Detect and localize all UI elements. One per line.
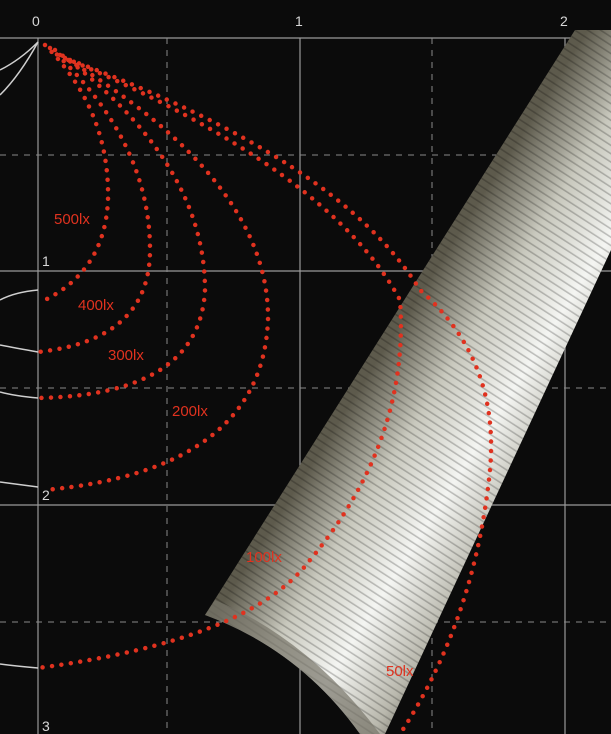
axis-labels: 0 1 2 1 2 3 [32, 13, 568, 734]
y-tick-label: 3 [42, 718, 50, 734]
x-tick-label: 1 [295, 13, 303, 29]
tube-ribs [205, 30, 611, 734]
isolux-label: 400lx [78, 297, 114, 314]
y-tick-label: 1 [42, 253, 50, 269]
x-tick-label: 2 [560, 13, 568, 29]
isolux-curve [35, 55, 404, 671]
arc [0, 41, 39, 96]
isolux-labels: 500lx 400lx 300lx 200lx 100lx 50lx [54, 211, 414, 680]
isolux-curve [42, 42, 111, 303]
isolux-curve [42, 52, 271, 493]
white-arcs [0, 41, 39, 669]
isolux-curve [35, 45, 153, 355]
arc [0, 344, 39, 353]
x-tick-label: 0 [32, 13, 40, 29]
isolux-label: 500lx [54, 211, 90, 228]
arc [0, 663, 39, 669]
isolux-label: 300lx [108, 347, 144, 364]
isolux-label: 50lx [386, 663, 414, 680]
arc [0, 391, 39, 399]
arc [0, 481, 39, 488]
isolux-label: 100lx [246, 549, 282, 566]
arc [0, 289, 39, 301]
arc [0, 41, 39, 71]
isolux-curve [35, 47, 208, 401]
isolux-label: 200lx [172, 403, 208, 420]
y-tick-label: 2 [42, 487, 50, 503]
tube-end [205, 600, 380, 734]
luminaire [205, 30, 611, 734]
isolux-curves [35, 42, 494, 734]
